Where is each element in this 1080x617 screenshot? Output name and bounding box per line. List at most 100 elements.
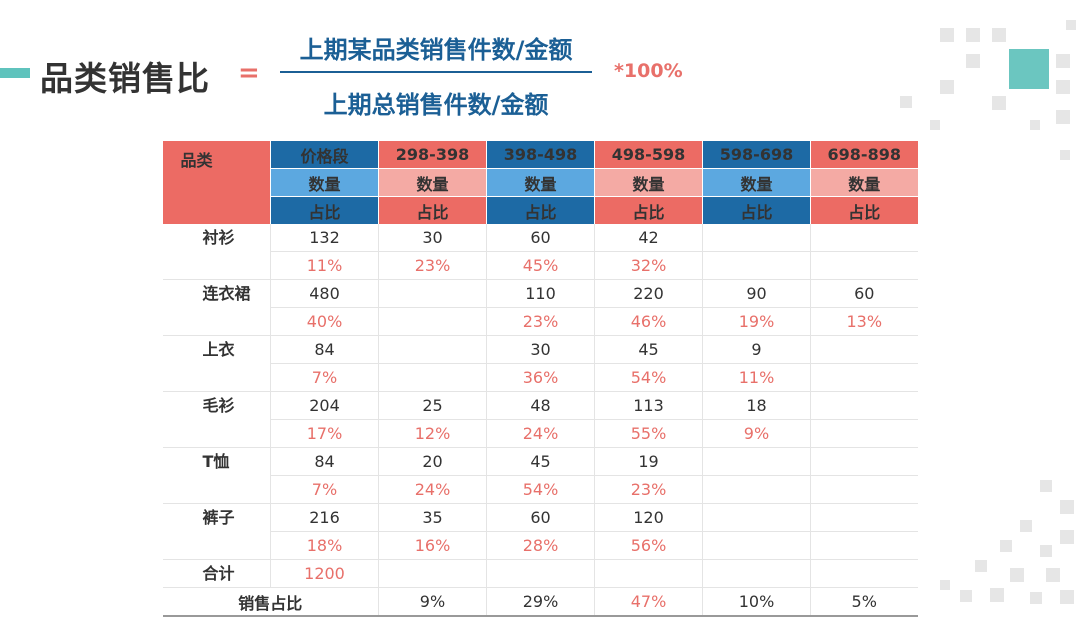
- equals-sign: =: [238, 58, 260, 88]
- pct-cell: 32%: [594, 251, 703, 280]
- pct-cell: 19%: [702, 307, 811, 336]
- pct-cell: 7%: [270, 363, 379, 392]
- empty-cell: [702, 559, 811, 588]
- decor-square: [975, 560, 987, 572]
- decor-square: [1046, 568, 1060, 582]
- table-row: T恤 84 20 45 19: [162, 447, 918, 504]
- sales-ratio-cell: 5%: [810, 587, 918, 617]
- pct-cell: 28%: [486, 531, 595, 560]
- qty-cell: [810, 447, 918, 476]
- decor-square: [1060, 590, 1074, 604]
- header-row-qty: 数量 数量 数量 数量 数量 数量: [163, 168, 918, 197]
- header-range: 698-898: [810, 140, 918, 169]
- qty-cell: 60: [810, 279, 918, 308]
- decor-square: [990, 588, 1004, 602]
- qty-cell: 90: [702, 279, 811, 308]
- header-ratio: 占比: [594, 196, 703, 224]
- qty-cell: 20: [378, 447, 487, 476]
- total-value: 1200: [270, 559, 379, 588]
- qty-cell: 35: [378, 503, 487, 532]
- qty-cell: 216: [270, 503, 379, 532]
- header-range: 598-698: [702, 140, 811, 169]
- decor-square: [992, 96, 1006, 110]
- pct-cell: [810, 475, 918, 504]
- page-title: 品类销售比: [40, 59, 210, 98]
- pct-cell: [810, 419, 918, 448]
- header-ratio: 占比: [378, 196, 487, 224]
- sales-ratio-cell: 29%: [486, 587, 595, 617]
- qty-cell: [810, 335, 918, 364]
- header-price: 价格段: [270, 140, 379, 169]
- category-name: T恤: [162, 447, 271, 504]
- decor-square: [1030, 120, 1040, 130]
- decor-square: [1010, 568, 1024, 582]
- pct-cell: 24%: [378, 475, 487, 504]
- category-name: 上衣: [162, 335, 271, 392]
- table-row: 连衣裙 480 110 220 90 60: [162, 279, 918, 336]
- pct-cell: 36%: [486, 363, 595, 392]
- pct-cell: 23%: [594, 475, 703, 504]
- header-qty: 数量: [810, 168, 918, 197]
- table-row: 衬衫 132 30 60 42: [162, 224, 918, 280]
- qty-cell: 480: [270, 279, 379, 308]
- sales-ratio-label: 销售占比: [162, 587, 379, 617]
- decor-square: [966, 28, 980, 42]
- total-label: 合计: [162, 559, 271, 588]
- pct-cell: 23%: [378, 251, 487, 280]
- pct-cell: 17%: [270, 419, 379, 448]
- qty-cell: 30: [486, 335, 595, 364]
- pct-cell: [378, 363, 487, 392]
- pct-cell: 18%: [270, 531, 379, 560]
- qty-cell: [378, 335, 487, 364]
- qty-cell: 120: [594, 503, 703, 532]
- qty-cell: 110: [486, 279, 595, 308]
- qty-cell: [702, 503, 811, 532]
- table-row: 40% 23% 46% 19% 13%: [163, 307, 918, 336]
- table-row: 毛衫 204 25 48 113 18: [162, 391, 918, 448]
- header-range: 298-398: [378, 140, 487, 169]
- header-qty: 数量: [378, 168, 487, 197]
- pct-cell: 54%: [486, 475, 595, 504]
- header-ratio: 占比: [702, 196, 811, 224]
- qty-cell: [810, 503, 918, 532]
- empty-cell: [594, 559, 703, 588]
- header-row-ranges: 品类 价格段 298-398 398-498 498-598 598-698 698-898: [162, 140, 918, 224]
- header-category-label: 品类: [180, 151, 213, 170]
- qty-cell: 30: [378, 224, 487, 252]
- qty-cell: [810, 391, 918, 420]
- table-row: 17% 12% 24% 55% 9%: [163, 419, 918, 448]
- sales-ratio-table: 品类 价格段 298-398 398-498 498-598 598-698 698-898…: [162, 140, 918, 617]
- total-row: 合计 1200: [162, 559, 918, 588]
- qty-cell: 45: [486, 447, 595, 476]
- header-qty: 数量: [486, 168, 595, 197]
- pct-cell: 11%: [702, 363, 811, 392]
- formula-multiplier: *100%: [614, 60, 683, 82]
- qty-cell: [378, 279, 487, 308]
- pct-cell: 46%: [594, 307, 703, 336]
- pct-cell: 12%: [378, 419, 487, 448]
- decor-square: [1000, 540, 1012, 552]
- formula-numerator: 上期某品类销售件数/金额: [280, 30, 592, 73]
- header-qty: 数量: [270, 168, 379, 197]
- sales-ratio-cell: 10%: [702, 587, 811, 617]
- qty-cell: 84: [270, 447, 379, 476]
- decor-square: [1056, 110, 1070, 124]
- qty-cell: 60: [486, 503, 595, 532]
- pct-cell: 40%: [270, 307, 379, 336]
- formula-denominator: 上期总销售件数/金额: [323, 91, 549, 119]
- table-row: 裤子 216 35 60 120: [162, 503, 918, 560]
- decor-square: [940, 580, 950, 590]
- decor-square: [966, 54, 980, 68]
- table-row: 上衣 84 30 45 9: [162, 335, 918, 392]
- sales-ratio-cell: 9%: [378, 587, 487, 617]
- sales-ratio-cell: 47%: [594, 587, 703, 617]
- pct-cell: 9%: [702, 419, 811, 448]
- pct-cell: 55%: [594, 419, 703, 448]
- header-row-ratio: 占比 占比 占比 占比 占比 占比: [163, 196, 918, 224]
- decor-square: [940, 28, 954, 42]
- pct-cell: 13%: [810, 307, 918, 336]
- pct-cell: [378, 307, 487, 336]
- qty-cell: 113: [594, 391, 703, 420]
- decor-square: [1040, 480, 1052, 492]
- category-name: 毛衫: [162, 391, 271, 448]
